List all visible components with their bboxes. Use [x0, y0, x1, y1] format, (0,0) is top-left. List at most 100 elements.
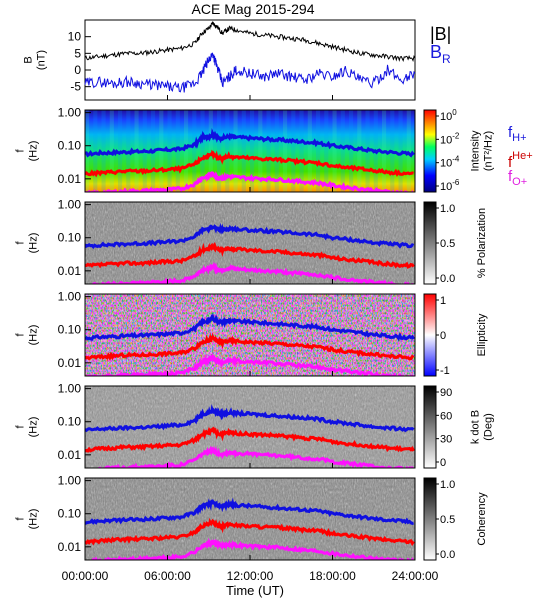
ellipticity-colorbar-label: Ellipticity [476, 313, 488, 356]
kdotb-colorbar-label: k dot B (Deg) [470, 410, 495, 444]
gyro-line-he [85, 426, 415, 453]
freq-ylabel-line: (Hz) [28, 417, 40, 438]
legend-b-total: |B| [430, 24, 451, 44]
freq-ylabel-line: f [15, 149, 27, 153]
freq-ytick-label: 0.10 [58, 139, 82, 153]
gyro-line-h [85, 497, 414, 525]
freq-ytick-label: 0.10 [58, 507, 82, 521]
freq-ytick-label: 0.01 [58, 540, 82, 554]
legend-fh: fH+ [508, 124, 527, 144]
colorbar-tick-label: 0.5 [440, 238, 455, 250]
intensity-colorbar-label: Intensity (nT²/Hz) [470, 130, 495, 171]
time-tick-label: 18:00:00 [309, 569, 356, 583]
freq-ytick-label: 1.00 [58, 290, 82, 304]
colorbar-tick-label: 0.0 [440, 549, 455, 561]
gyro-line-o [86, 352, 414, 376]
freq-ylabel: f (Hz) [15, 233, 40, 254]
freq-ytick-label: 0.10 [58, 323, 82, 337]
gyro-line-o [90, 537, 414, 560]
polarization-colorbar [423, 201, 437, 285]
b-radial-line [84, 52, 416, 93]
b-ylabel-line: (nT) [36, 50, 48, 70]
b-ylabel-line: B [23, 56, 35, 63]
freq-ylabel: f (Hz) [15, 325, 40, 346]
gyro-line-o [85, 171, 414, 192]
b-ytick-label: 5 [74, 46, 81, 60]
freq-ytick-label: 0.10 [58, 415, 82, 429]
gyro-legend: fH+ fHe+ fO+ [508, 124, 533, 188]
coherency-colorbar-label-line: Coherency [476, 492, 488, 546]
gyro-line-he [85, 517, 415, 547]
panel-intensity: 1.00 0.10 0.01 f (Hz) 100 10-2 10-4 10-6 Intensit… [15, 106, 495, 193]
b-ytick-label: -5 [70, 80, 81, 94]
chart-title: ACE Mag 2015-294 [192, 1, 315, 17]
time-axis: 00:00:00 06:00:00 12:00:00 18:00:00 24:00:00 [62, 95, 439, 583]
intensity-colorbar [423, 109, 437, 193]
coherency-colorbar-label: Coherency [476, 492, 488, 546]
colorbar-tick-label: 10-4 [440, 155, 460, 170]
freq-ylabel-line: (Hz) [28, 325, 40, 346]
freq-ylabel-line: f [15, 241, 27, 245]
b-ylabel: B (nT) [23, 50, 48, 70]
freq-ylabel-line: f [15, 425, 27, 429]
freq-ytick-label: 0.10 [58, 231, 82, 245]
freq-ytick-label: 0.01 [58, 264, 82, 278]
kdotb-colorbar-label-line: (Deg) [483, 413, 495, 441]
ellipticity-colorbar-label-line: Ellipticity [476, 313, 488, 356]
time-tick-label: 00:00:00 [62, 569, 109, 583]
kdotb-colorbar [423, 385, 437, 469]
gyro-line-o [85, 445, 415, 468]
legend-fo: fO+ [508, 168, 527, 188]
colorbar-tick-label: 30 [440, 434, 452, 446]
colorbar-tick-label: 1 [440, 295, 446, 307]
colorbar-tick-label: 1.0 [440, 479, 455, 491]
b-ytick-label: 0 [74, 63, 81, 77]
gyro-line-h [85, 222, 415, 249]
b-total-line [84, 20, 416, 63]
colorbar-tick-label: 90 [440, 387, 452, 399]
freq-ylabel-line: (Hz) [28, 509, 40, 530]
freq-ytick-label: 0.01 [58, 356, 82, 370]
colorbar-tick-label: 1.0 [440, 203, 455, 215]
freq-ytick-label: 1.00 [58, 382, 82, 396]
freq-ylabel: f (Hz) [15, 417, 40, 438]
colorbar-tick-label: 0.0 [440, 273, 455, 285]
panel-b-field: 10 5 0 -5 B (nT) |B| BR [23, 19, 451, 101]
gyro-line-h [85, 312, 415, 342]
colorbar-tick-label: 0.5 [440, 514, 455, 526]
freq-ytick-label: 1.00 [58, 106, 82, 120]
gyro-line-he [85, 332, 415, 362]
panel-coherency: 1.00 0.10 0.01 f (Hz) 1.0 0.5 0.0 Coherency [15, 474, 489, 561]
freq-ylabel-line: (Hz) [28, 141, 40, 162]
legend-b-radial: BR [430, 42, 451, 66]
panel-ellipticity: 1.00 0.10 0.01 f (Hz) 1 0 -1 Ellipticity [15, 290, 489, 377]
freq-ylabel-line: f [15, 517, 27, 521]
time-tick-label: 24:00:00 [392, 569, 439, 583]
colorbar-tick-label: 100 [440, 108, 457, 123]
intensity-colorbar-label-line: Intensity [470, 130, 482, 171]
legend-fhe: fHe+ [508, 150, 533, 171]
polarization-colorbar-label-line: % Polarization [476, 208, 488, 278]
gyro-line-h [85, 403, 415, 433]
x-axis-label: Time (UT) [226, 583, 284, 598]
gyro-line-o [85, 261, 415, 284]
freq-ylabel: f (Hz) [15, 509, 40, 530]
freq-ytick-label: 0.01 [58, 448, 82, 462]
freq-ytick-label: 1.00 [58, 198, 82, 212]
ellipticity-colorbar [423, 293, 437, 377]
colorbar-tick-label: 10-6 [440, 178, 460, 193]
panel-polarization: 1.00 0.10 0.01 f (Hz) 1.0 0.5 0.0 % Polarization [15, 198, 489, 285]
freq-ylabel-line: (Hz) [28, 233, 40, 254]
colorbar-tick-label: -1 [440, 365, 450, 377]
panel-kdotb: 1.00 0.10 0.01 f (Hz) 90 60 30 0 k dot B (Deg) [15, 382, 495, 469]
colorbar-tick-label: 10-2 [440, 131, 460, 146]
colorbar-tick-label: 0 [440, 330, 446, 342]
gyro-line-he [85, 241, 415, 269]
freq-ytick-label: 0.01 [58, 172, 82, 186]
kdotb-colorbar-label-line: k dot B [470, 410, 482, 444]
colorbar-tick-label: 60 [440, 410, 452, 422]
freq-ytick-label: 1.00 [58, 474, 82, 488]
freq-ylabel-line: f [15, 333, 27, 337]
polarization-colorbar-label: % Polarization [476, 208, 488, 278]
